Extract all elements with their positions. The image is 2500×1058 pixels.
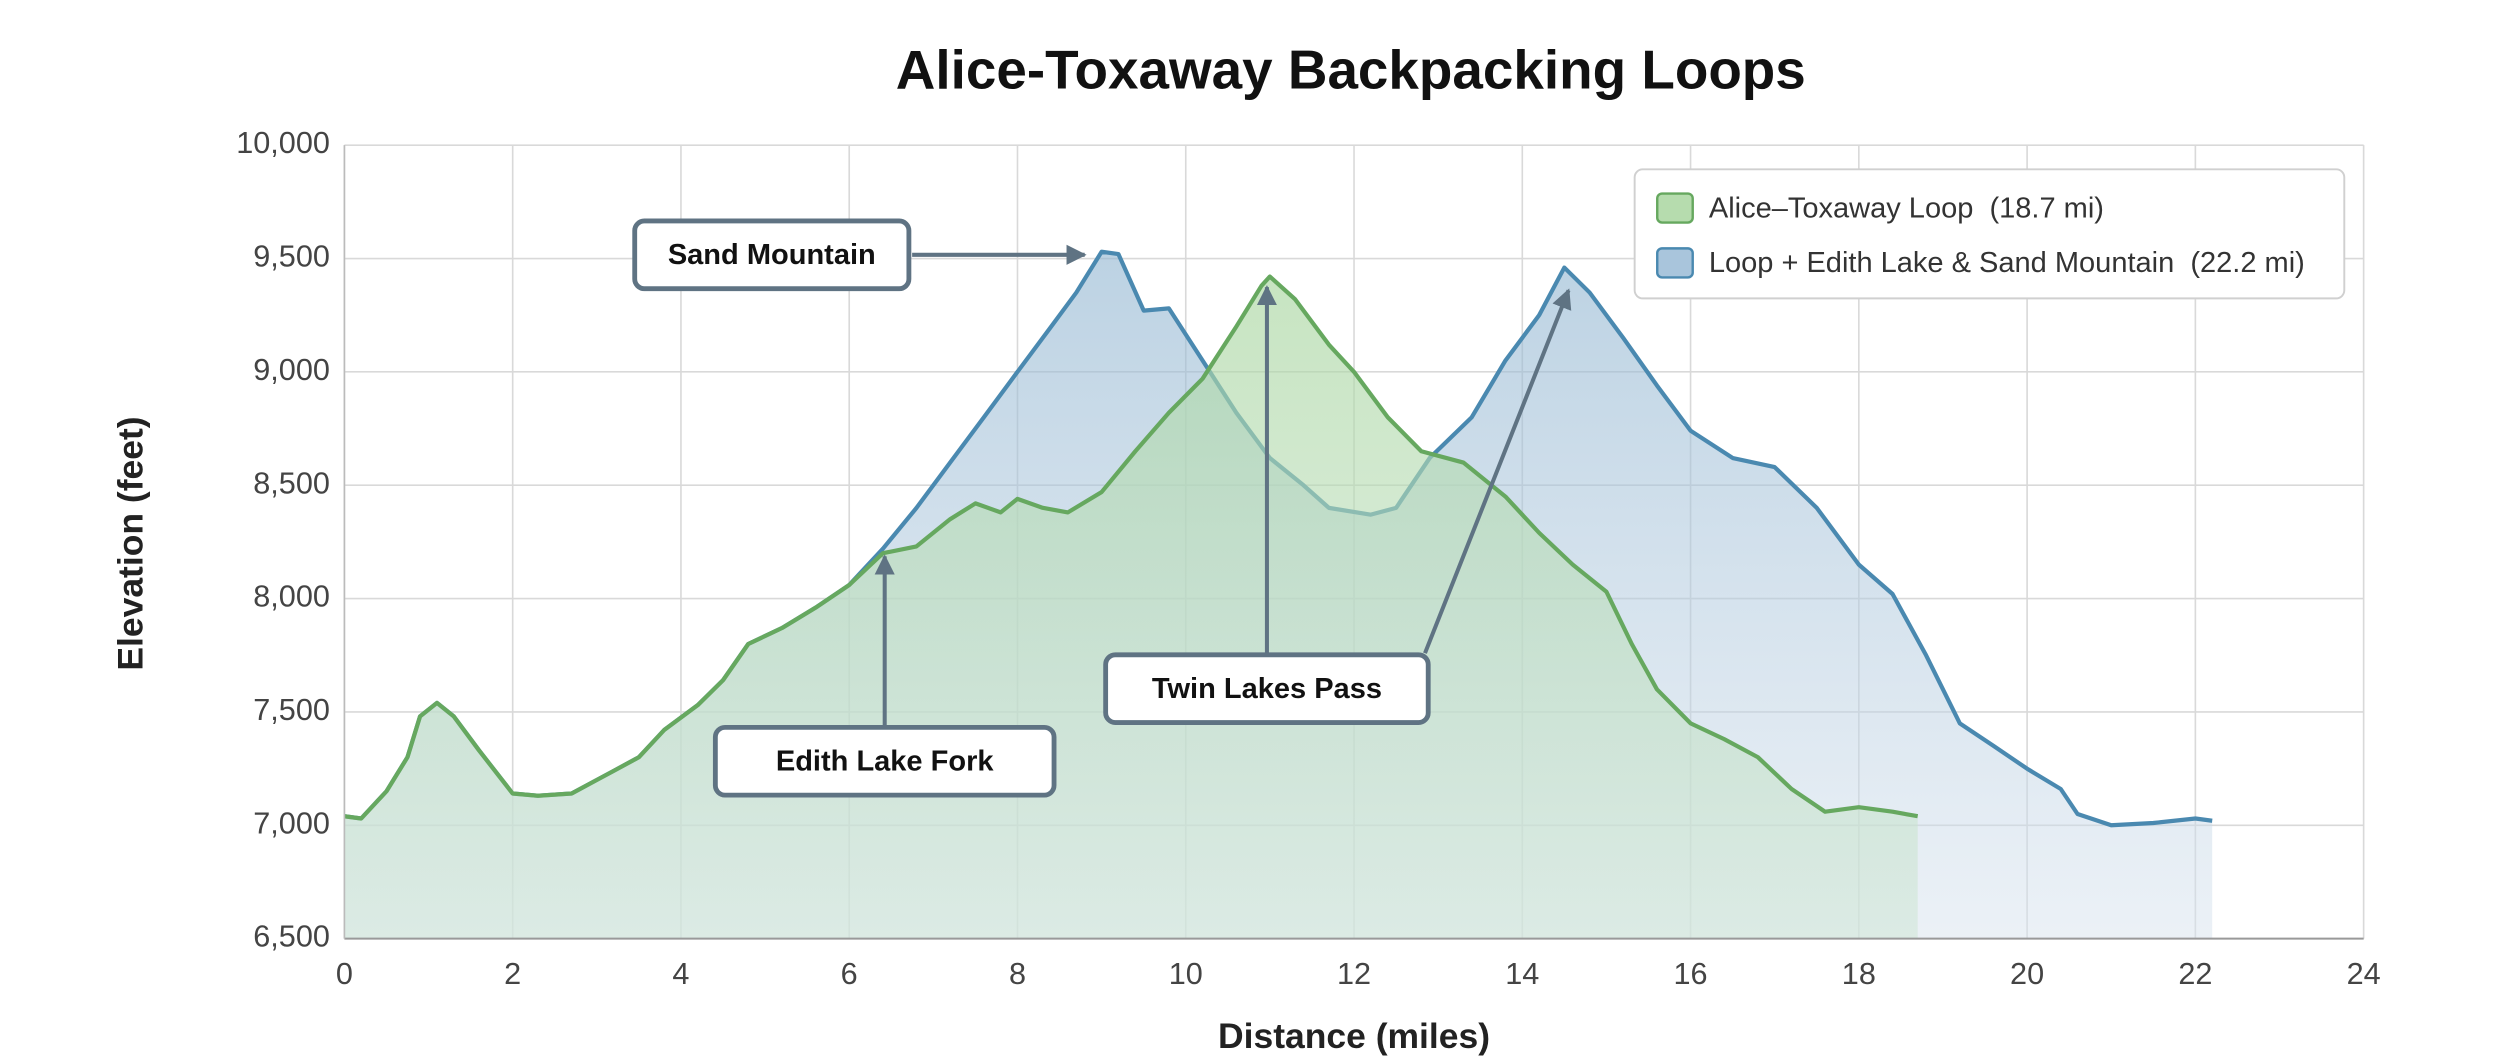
legend-box <box>1633 168 2346 300</box>
legend-label: Loop + Edith Lake & Sand Mountain (22.2 … <box>1709 247 2305 279</box>
x-tick-label: 12 <box>1337 957 1371 991</box>
x-tick-label: 0 <box>336 957 353 991</box>
legend-swatch <box>1656 247 1694 279</box>
y-tick-label: 8,000 <box>253 580 330 614</box>
chart-title: Alice-Toxaway Backpacking Loops <box>896 39 1806 101</box>
x-tick-label: 16 <box>1674 957 1708 991</box>
x-tick-label: 10 <box>1169 957 1203 991</box>
x-tick-label: 24 <box>2347 957 2381 991</box>
y-tick-label: 6,500 <box>253 920 330 954</box>
x-tick-label: 18 <box>1842 957 1876 991</box>
y-axis-label: Elevation (feet) <box>111 416 151 670</box>
x-tick-label: 14 <box>1505 957 1539 991</box>
legend-label: Alice–Toxaway Loop (18.7 mi) <box>1709 192 2104 224</box>
y-tick-label: 7,000 <box>253 806 330 840</box>
y-tick-label: 9,000 <box>253 353 330 387</box>
annotation-box <box>1103 652 1431 725</box>
annotation-arrow <box>1423 288 1572 654</box>
y-tick-label: 10,000 <box>236 126 330 160</box>
annotation-text: Sand Mountain <box>668 239 876 271</box>
y-tick-label: 9,500 <box>253 240 330 274</box>
y-tick-label: 8,500 <box>253 466 330 500</box>
annotation-text: Edith Lake Fork <box>776 746 995 778</box>
x-tick-label: 20 <box>2010 957 2044 991</box>
x-axis-label: Distance (miles) <box>1218 1016 1490 1056</box>
area-line <box>344 274 1919 821</box>
x-tick-label: 6 <box>841 957 858 991</box>
annotation-box <box>712 724 1057 798</box>
annotation-text: Twin Lakes Pass <box>1152 673 1382 705</box>
annotation-box <box>632 218 912 292</box>
x-tick-label: 22 <box>2178 957 2212 991</box>
y-tick-label: 7,500 <box>253 693 330 727</box>
x-tick-label: 2 <box>504 957 521 991</box>
x-tick-label: 8 <box>1009 957 1026 991</box>
legend-swatch <box>1656 192 1694 224</box>
x-tick-label: 4 <box>672 957 689 991</box>
